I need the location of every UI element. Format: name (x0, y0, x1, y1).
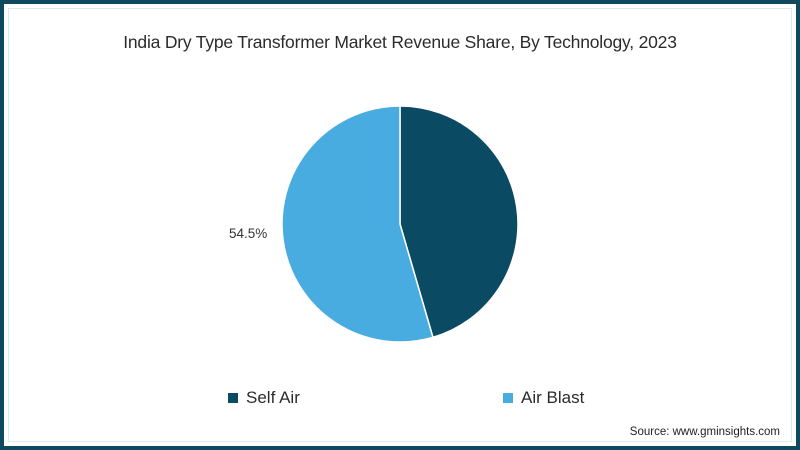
pie-slice-self-air[interactable] (399, 105, 519, 339)
legend-swatch-air-blast (503, 393, 513, 403)
pie-slices (281, 105, 519, 343)
air-blast-data-label: 54.5% (229, 226, 268, 241)
source-note: Source: www.gminsights.com (629, 426, 780, 438)
chart-title: India Dry Type Transformer Market Revenu… (123, 32, 677, 52)
legend-label-self-air: Self Air (246, 388, 300, 407)
pie-slice-air-blast[interactable] (281, 105, 434, 343)
legend-swatch-self-air (228, 393, 238, 403)
legend-label-air-blast: Air Blast (521, 388, 585, 407)
legend-item-air-blast[interactable]: Air Blast (503, 388, 584, 408)
legend-item-self-air[interactable]: Self Air (228, 388, 300, 408)
